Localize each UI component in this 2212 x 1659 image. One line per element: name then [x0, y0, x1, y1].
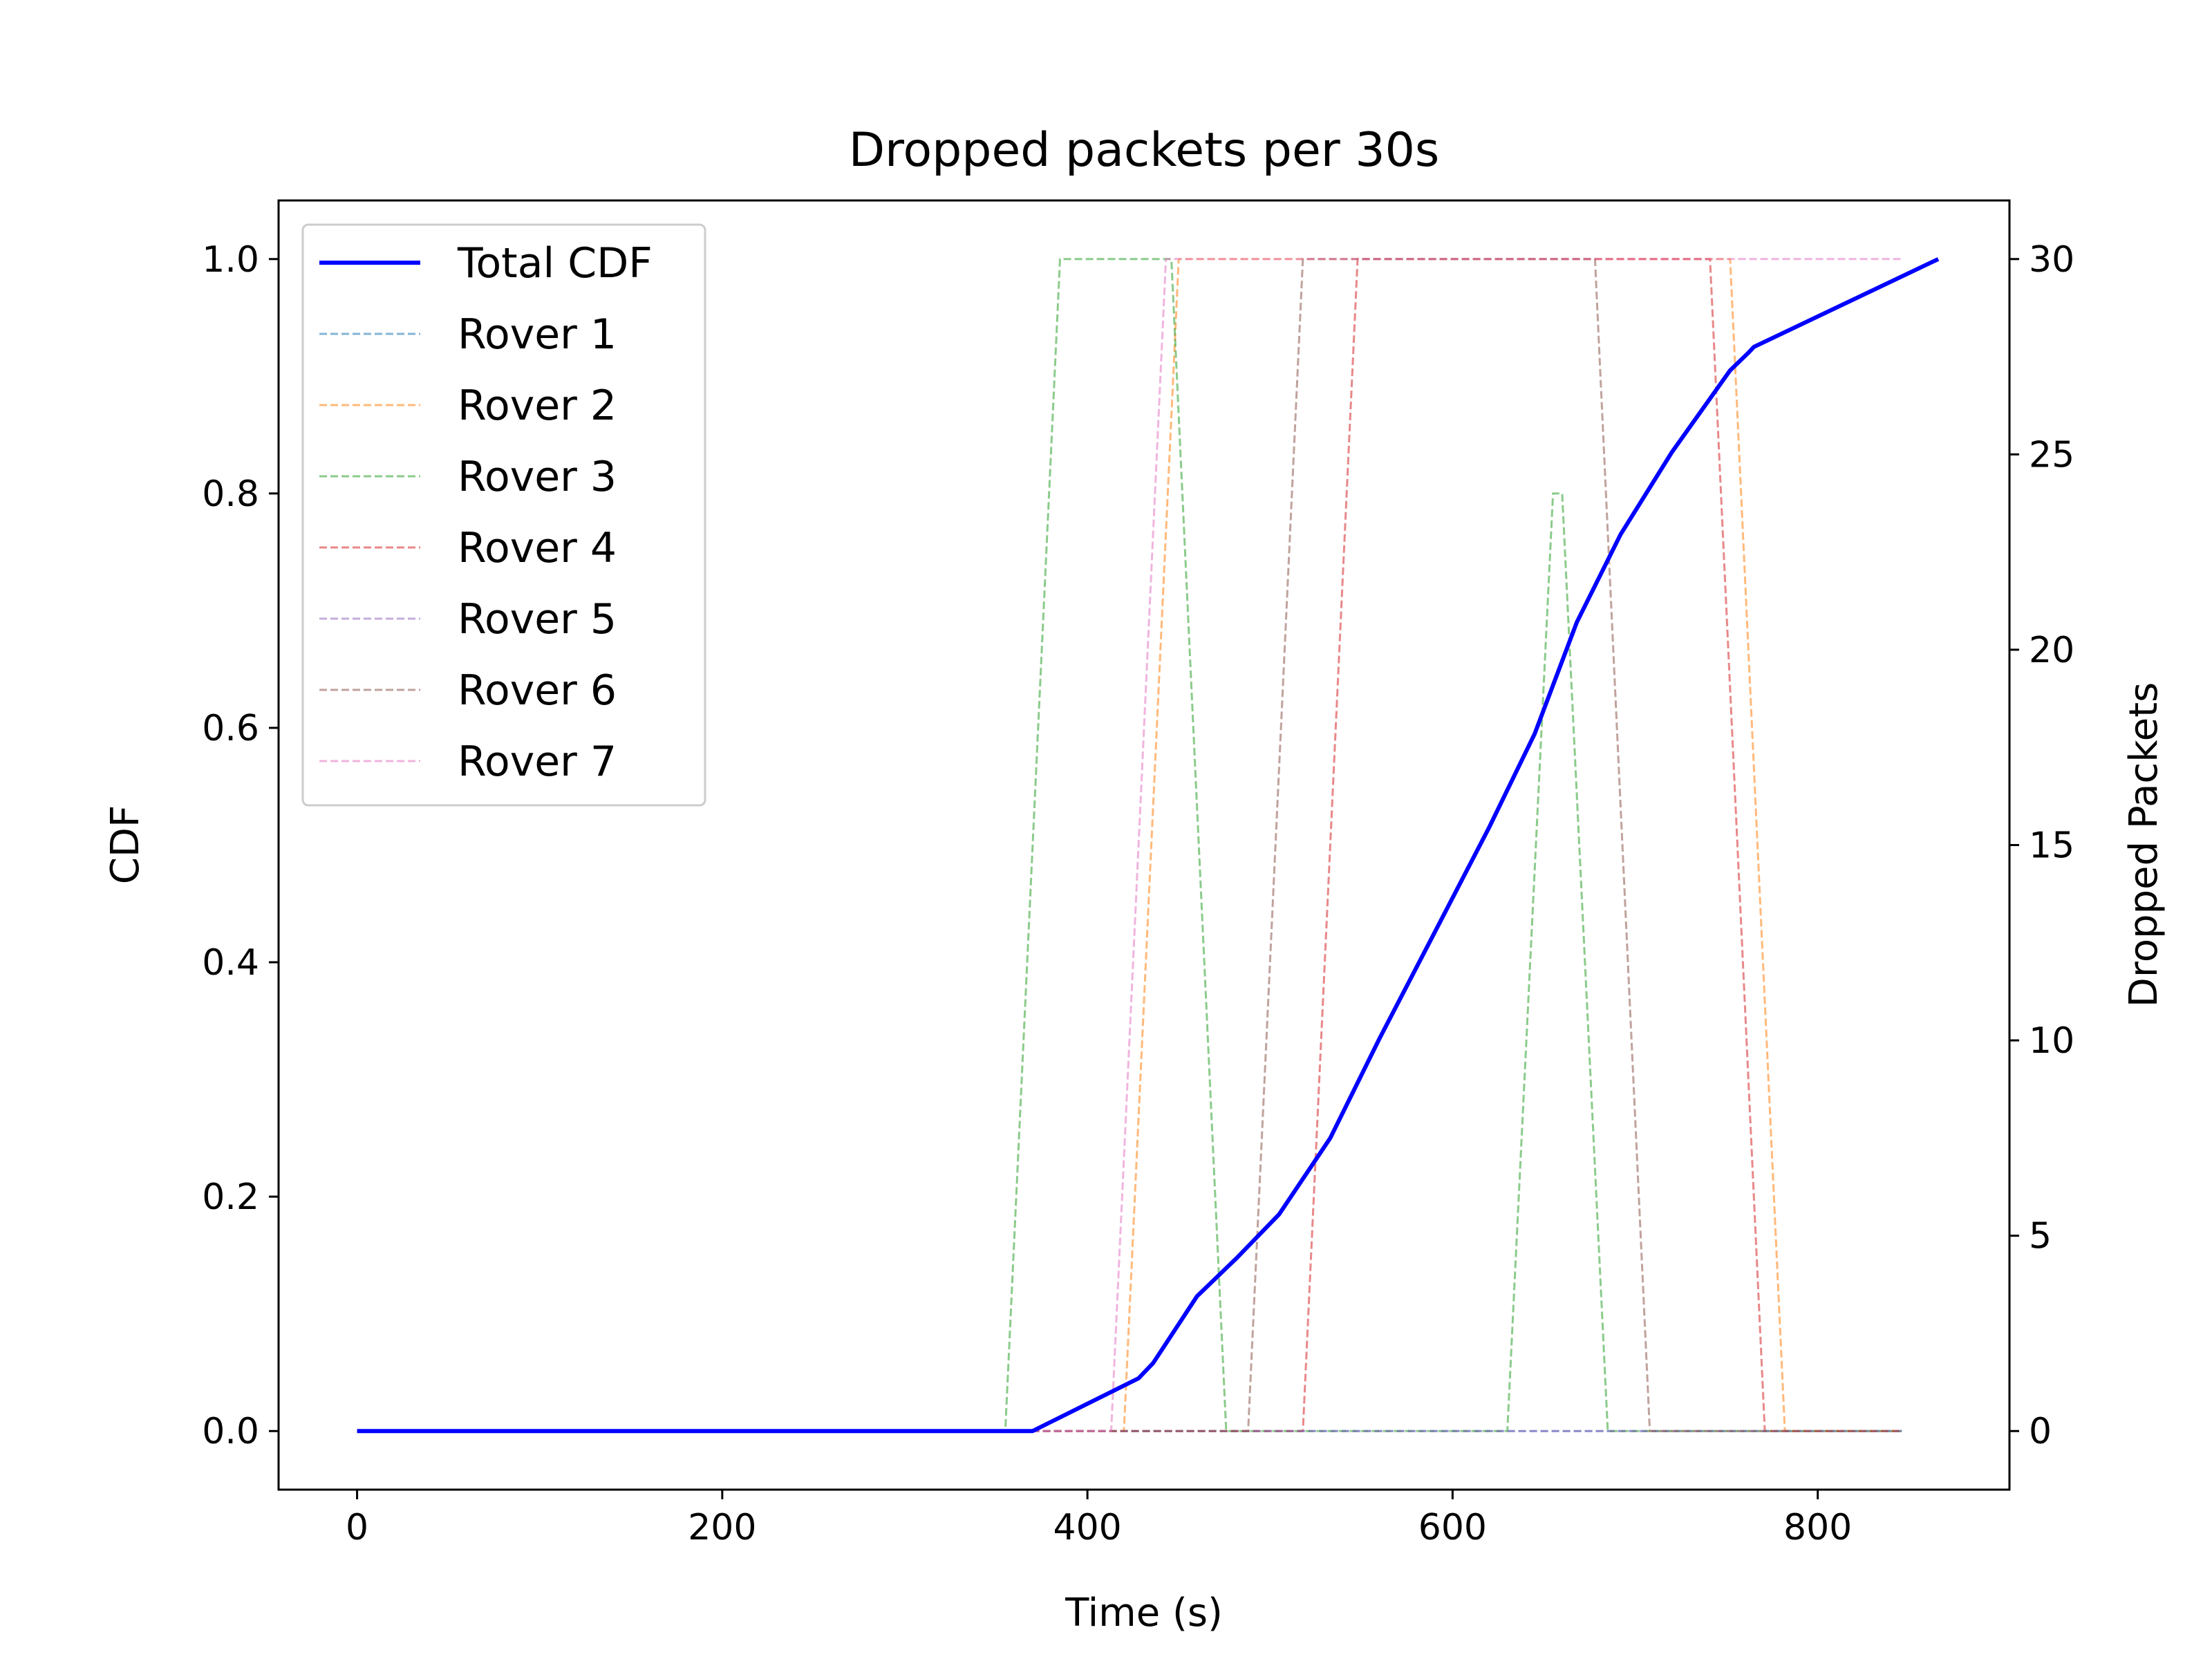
legend-label-rover-2: Rover 2: [458, 382, 617, 430]
legend: Total CDF Rover 1 Rover 2 Rover 3 Rover 4 Rov…: [301, 223, 706, 807]
legend-label-rover-3: Rover 3: [458, 453, 617, 501]
chart-title: Dropped packets per 30s: [849, 123, 1440, 178]
legend-label-rover-5: Rover 5: [458, 595, 617, 644]
y-right-tick-label: 30: [2029, 239, 2074, 281]
series-layer: [357, 257, 1940, 1434]
legend-label-rover-4: Rover 4: [458, 524, 617, 572]
y-right-tick-label: 10: [2029, 1020, 2074, 1062]
x-tick-label: 0: [346, 1507, 368, 1548]
y-right-tick-label: 20: [2029, 630, 2074, 671]
x-tick-label: 200: [688, 1507, 756, 1548]
y-right-tick-label: 0: [2029, 1411, 2052, 1452]
legend-label-rover-1: Rover 1: [458, 310, 617, 359]
y-left-tick-label: 0.2: [202, 1177, 259, 1218]
legend-label-rover-7: Rover 7: [458, 738, 617, 786]
x-axis: 0 200 400 600 800: [346, 1490, 1852, 1548]
y-axis-right-title: Dropped Packets: [2121, 682, 2166, 1007]
y-left-tick-label: 0.4: [202, 942, 259, 984]
legend-box: [301, 223, 706, 807]
legend-label-total-cdf: Total CDF: [457, 239, 653, 288]
y-left-tick-label: 1.0: [202, 239, 259, 281]
y-left-tick-label: 0.6: [202, 708, 259, 749]
legend-label-rover-6: Rover 6: [458, 666, 617, 715]
x-axis-title: Time (s): [1065, 1591, 1223, 1635]
x-tick-label: 600: [1418, 1507, 1487, 1548]
y-axis-left: 0.0 0.2 0.4 0.6 0.8 1.0: [202, 239, 279, 1452]
y-left-tick-label: 0.0: [202, 1411, 259, 1452]
y-right-tick-label: 15: [2029, 825, 2074, 867]
x-tick-label: 400: [1053, 1507, 1121, 1548]
y-right-tick-label: 25: [2029, 434, 2074, 476]
y-axis-left-title: CDF: [103, 805, 148, 884]
y-axis-right: 0 5 10 15 20 25 30: [2009, 239, 2074, 1452]
y-left-tick-label: 0.8: [202, 474, 259, 515]
series-line-total-cdf: [357, 257, 1940, 1434]
x-tick-label: 800: [1783, 1507, 1852, 1548]
y-right-tick-label: 5: [2029, 1216, 2052, 1257]
